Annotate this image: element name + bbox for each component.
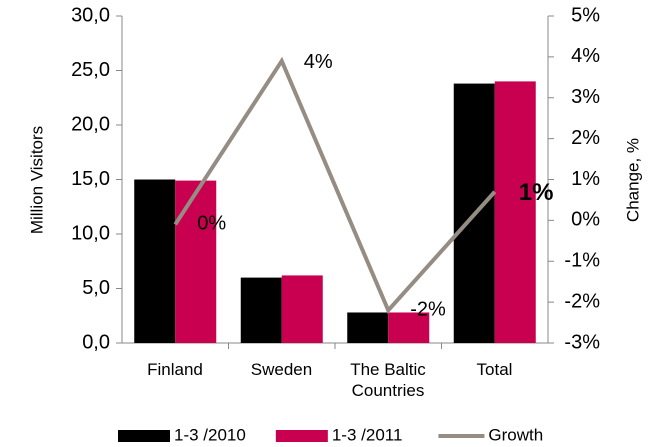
y-axis-title: Million Visitors [27,126,46,234]
y2-axis-title: Change, % [623,138,642,222]
y-tick-label: 20,0 [71,113,110,135]
legend-swatch [118,430,170,442]
bar [494,81,536,344]
legend-swatch [275,430,328,442]
bar [347,312,389,343]
bar [134,179,176,343]
legend-label: Growth [488,425,543,444]
growth-line [173,56,497,314]
y-tick-label: 25,0 [71,59,110,81]
data-label: 1% [519,179,554,206]
y2-tick-label: -3% [564,331,600,353]
y2-tick-label: 2% [571,127,600,149]
y-tick-label: 15,0 [71,168,110,190]
y-tick-label: 0,0 [82,331,110,353]
bar [175,180,217,343]
legend-label: 1-3 /2010 [174,425,246,444]
bar [388,312,430,343]
y2-tick-label: 0% [571,209,600,231]
data-label: -2% [410,299,446,321]
y2-tick-label: 4% [571,45,600,67]
legend-label: 1-3 /2011 [332,425,403,444]
y-tick-label: 5,0 [82,277,110,299]
bar [281,275,323,343]
x-tick-label: Sweden [250,360,313,379]
y2-tick-label: -2% [564,290,600,312]
y2-tick-label: 5% [571,4,600,26]
bar [240,277,282,343]
x-tick-label: Finland [147,360,203,379]
x-tick-label: The Baltic Countries [350,360,426,400]
y2-tick-label: -1% [564,250,600,272]
x-tick-label: Total [476,360,513,379]
y2-tick-label: 3% [571,86,600,108]
y-tick-label: 10,0 [71,222,110,244]
data-label: 4% [304,51,333,73]
data-label: 0% [197,213,226,235]
y2-tick-label: 1% [571,168,600,190]
y-tick-label: 30,0 [71,4,110,26]
